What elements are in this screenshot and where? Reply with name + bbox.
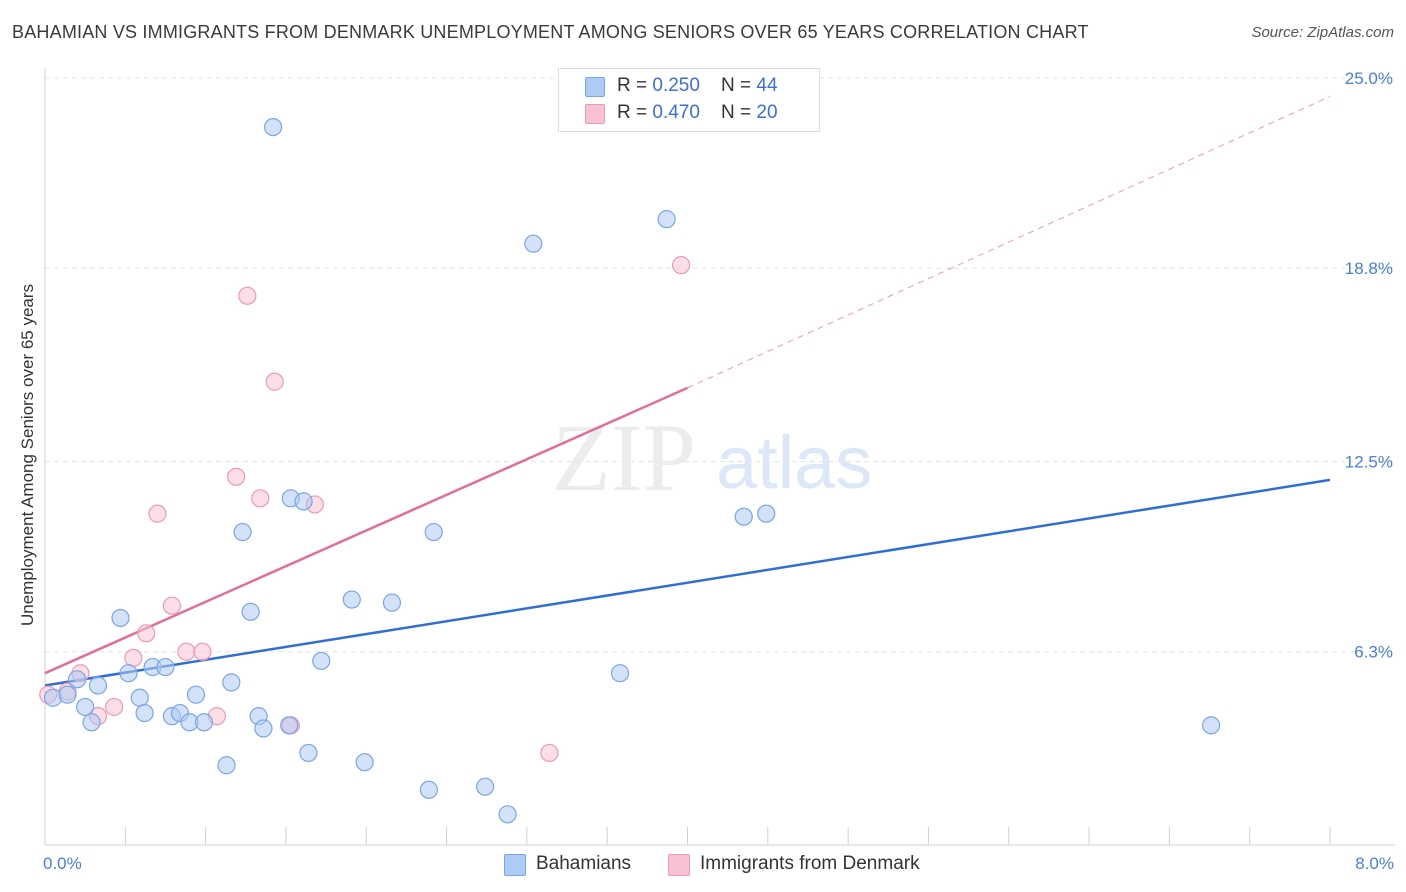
legend-swatch-pink [585, 104, 605, 124]
point-bahamians [241, 602, 260, 621]
point-bahamians [524, 234, 543, 253]
point-bahamians [294, 492, 313, 511]
chart-title: BAHAMIAN VS IMMIGRANTS FROM DENMARK UNEM… [12, 22, 1089, 42]
point-bahamians [757, 504, 776, 523]
correlation-legend: R = 0.250 N = 44 R = 0.470 N = 20 [558, 68, 820, 132]
legend-row-text: R = 0.470 N = 20 [617, 102, 778, 123]
point-bahamians [68, 670, 87, 689]
point-denmark [265, 372, 284, 391]
point-bahamians [312, 651, 331, 671]
point-bahamians [382, 593, 402, 612]
r-value-bahamians: 0.250 [652, 75, 700, 96]
watermark-zip: ZIP [552, 404, 696, 511]
point-denmark [148, 504, 167, 523]
source-note: Source: ZipAtlas.com [1251, 24, 1394, 41]
point-denmark [177, 642, 196, 661]
legend-row-text: R = 0.250 N = 44 [617, 75, 778, 96]
point-bahamians [217, 756, 236, 775]
point-bahamians [254, 719, 273, 738]
x-tick-label-max: 8.0% [1355, 854, 1394, 873]
point-denmark [104, 697, 124, 717]
point-bahamians [111, 608, 130, 628]
point-bahamians [355, 753, 374, 772]
point-denmark [540, 743, 559, 763]
point-bahamians [299, 743, 318, 763]
x-tick-label-min: 0.0% [43, 854, 82, 873]
watermark-atlas: atlas [716, 421, 872, 504]
tick-label-layer: 6.3% 12.5% 18.8% 25.0% 0.0% 8.0% [43, 69, 1394, 873]
point-bahamians [476, 777, 495, 796]
point-denmark [193, 642, 212, 661]
legend-label-bahamians: Bahamians [536, 853, 632, 874]
points-layer [39, 117, 1221, 824]
point-bahamians [280, 716, 299, 735]
point-bahamians [498, 805, 517, 824]
point-bahamians [76, 697, 95, 717]
y-axis-label: Unemployment Among Seniors over 65 years [18, 283, 37, 627]
point-bahamians [186, 685, 206, 704]
point-bahamians [233, 522, 252, 542]
y-tick-label: 12.5% [1345, 453, 1393, 472]
point-bahamians [156, 657, 175, 677]
point-bahamians [734, 507, 753, 526]
axis-layer [44, 68, 1395, 846]
r-value-denmark: 0.470 [652, 102, 700, 123]
y-tick-label: 18.8% [1345, 259, 1393, 278]
point-bahamians [342, 590, 361, 609]
watermark: ZIP atlas [552, 404, 872, 511]
legend-swatch-pink [668, 854, 690, 876]
point-bahamians [194, 713, 214, 732]
point-bahamians [1202, 716, 1221, 735]
series-legend: Bahamians Immigrants from Denmark [0, 850, 1406, 880]
legend-swatch-blue [585, 77, 605, 97]
legend-swatch-blue [504, 854, 526, 876]
point-bahamians [222, 673, 241, 692]
trendline-denmark [44, 386, 689, 675]
point-bahamians [424, 522, 443, 542]
point-bahamians [135, 703, 154, 723]
point-bahamians [130, 688, 149, 707]
point-denmark [227, 467, 246, 486]
point-denmark [137, 624, 156, 643]
point-bahamians [119, 664, 138, 683]
point-denmark [671, 256, 691, 275]
point-bahamians [419, 780, 438, 799]
point-bahamians [82, 713, 101, 732]
point-denmark [124, 648, 143, 667]
point-bahamians [58, 685, 77, 704]
trendline-bahamians [44, 478, 1331, 687]
point-denmark [162, 596, 181, 615]
n-value-bahamians: 44 [756, 75, 778, 96]
legend-label-denmark: Immigrants from Denmark [700, 853, 920, 874]
point-denmark [238, 286, 257, 305]
n-value-denmark: 20 [756, 102, 778, 123]
point-bahamians [657, 210, 676, 229]
point-bahamians [610, 664, 630, 683]
point-bahamians [263, 117, 283, 137]
grid-layer [45, 77, 1395, 653]
point-denmark [251, 489, 270, 508]
y-tick-label: 6.3% [1354, 643, 1393, 662]
trendline-denmark-extension [687, 95, 1331, 389]
y-tick-label: 25.0% [1345, 69, 1393, 88]
point-bahamians [88, 676, 108, 695]
trend-layer [44, 95, 1331, 687]
